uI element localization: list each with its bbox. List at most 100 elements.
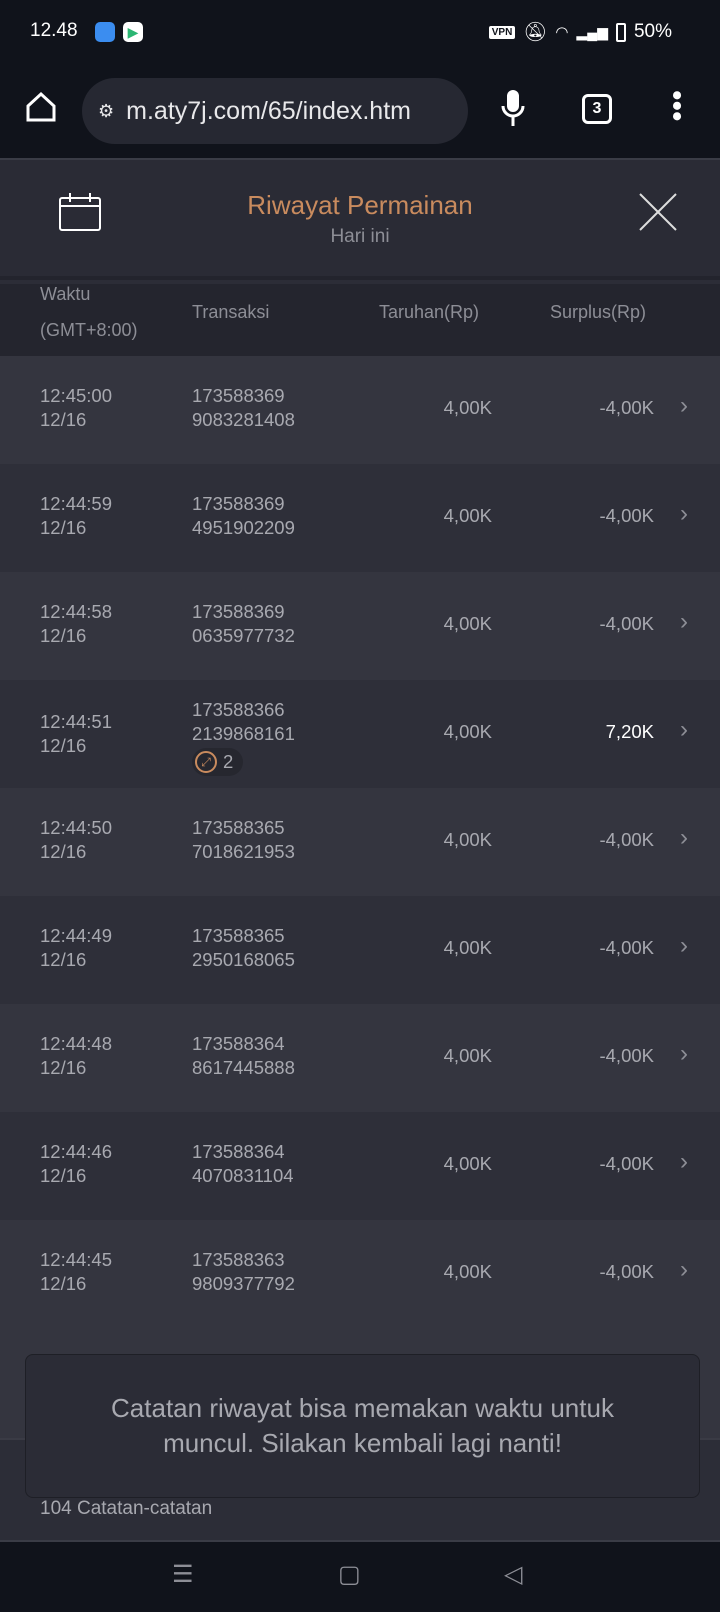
microphone-icon[interactable] bbox=[500, 88, 526, 133]
chevron-right-icon[interactable]: › bbox=[680, 716, 688, 743]
row-time: 12:44:45 12/16 bbox=[40, 1248, 112, 1296]
transaction-id-part2: 4951902209 bbox=[192, 517, 295, 538]
transaction-id-part2: 2950168065 bbox=[192, 949, 295, 970]
row-surplus: -4,00K bbox=[599, 1045, 654, 1066]
transaction-id-part2: 9083281408 bbox=[192, 409, 295, 430]
transaction-id-part2: 9809377792 bbox=[192, 1273, 295, 1294]
col-time-zone: (GMT+8:00) bbox=[40, 320, 138, 340]
table-row[interactable]: 12:44:50 12/16 173588365 7018621953 4,00K … bbox=[0, 788, 720, 896]
time-value: 12:44:48 bbox=[40, 1033, 113, 1054]
back-button[interactable]: ◁ bbox=[504, 1561, 523, 1588]
time-value: 12:44:49 bbox=[40, 925, 113, 946]
transaction-id-part1: 173588365 bbox=[192, 817, 285, 838]
chevron-right-icon[interactable]: › bbox=[680, 824, 688, 851]
transaction-id-part1: 173588366 bbox=[192, 699, 285, 720]
more-options-icon[interactable]: ••• bbox=[660, 90, 693, 122]
home-icon[interactable] bbox=[24, 90, 58, 129]
row-transaction: 173588364 8617445888 bbox=[192, 1032, 295, 1080]
table-row[interactable]: 12:44:51 12/16 173588366 2139868161 ⤢ 2 4,0… bbox=[0, 680, 720, 788]
transaction-id-part1: 173588363 bbox=[192, 1249, 285, 1270]
row-surplus: -4,00K bbox=[599, 505, 654, 526]
row-time: 12:44:59 12/16 bbox=[40, 492, 112, 540]
date-value: 12/16 bbox=[40, 409, 87, 430]
date-value: 12/16 bbox=[40, 1165, 87, 1186]
battery-icon bbox=[615, 22, 626, 42]
transaction-id-part1: 173588364 bbox=[192, 1033, 285, 1054]
col-surplus: Surplus(Rp) bbox=[550, 302, 647, 322]
status-bar: 12.48 ▶ VPN 🔕︎ ◠ ▂▄▆ 50% bbox=[0, 0, 720, 62]
date-filter-label[interactable]: Hari ini bbox=[330, 226, 390, 247]
record-count: 104 Catatan-catatan bbox=[40, 1498, 213, 1519]
browser-toolbar: ⚙︎ m.aty7j.com/65/index.htm 3 ••• bbox=[0, 62, 720, 160]
time-value: 12:44:46 bbox=[40, 1141, 113, 1162]
row-bet: 4,00K bbox=[443, 937, 492, 958]
date-value: 12/16 bbox=[40, 1057, 87, 1078]
row-transaction: 173588369 4951902209 bbox=[192, 492, 295, 540]
time-value: 12:44:50 bbox=[40, 817, 113, 838]
transaction-id-part2: 4070831104 bbox=[192, 1165, 294, 1186]
chevron-right-icon[interactable]: › bbox=[680, 1040, 688, 1067]
row-surplus: -4,00K bbox=[599, 1261, 654, 1282]
status-time: 12.48 bbox=[30, 20, 78, 41]
table-row[interactable]: 12:44:59 12/16 173588369 4951902209 4,00K … bbox=[0, 464, 720, 572]
chevron-right-icon[interactable]: › bbox=[680, 392, 688, 419]
chevron-right-icon[interactable]: › bbox=[680, 1256, 688, 1283]
row-surplus: -4,00K bbox=[599, 613, 654, 634]
battery-level: 50% bbox=[633, 21, 672, 42]
transaction-id-part2: 8617445888 bbox=[192, 1057, 295, 1078]
chevron-right-icon[interactable]: › bbox=[680, 932, 688, 959]
home-button[interactable]: ▢ bbox=[338, 1561, 361, 1588]
transaction-id-part2: 2139868161 bbox=[192, 723, 295, 744]
table-row[interactable]: 12:44:49 12/16 173588365 2950168065 4,00K … bbox=[0, 896, 720, 1004]
tab-switcher-button[interactable]: 3 bbox=[582, 94, 612, 124]
date-value: 12/16 bbox=[40, 517, 87, 538]
modal-header: Riwayat Permainan Hari ini bbox=[0, 160, 720, 280]
transaction-id-part2: 7018621953 bbox=[192, 841, 295, 862]
calendar-icon[interactable] bbox=[58, 190, 102, 239]
time-value: 12:44:45 bbox=[40, 1249, 113, 1270]
free-spin-badge: ⤢ 2 bbox=[192, 748, 244, 776]
date-value: 12/16 bbox=[40, 841, 87, 862]
row-time: 12:44:48 12/16 bbox=[40, 1032, 112, 1080]
close-icon[interactable] bbox=[638, 192, 678, 237]
table-row[interactable]: 12:44:58 12/16 173588369 0635977732 4,00K … bbox=[0, 572, 720, 680]
chevron-right-icon[interactable]: › bbox=[680, 1148, 688, 1175]
table-row[interactable]: 12:44:46 12/16 173588364 4070831104 4,00K … bbox=[0, 1112, 720, 1220]
transaction-id-part1: 173588369 bbox=[192, 385, 285, 406]
row-surplus: -4,00K bbox=[599, 397, 654, 418]
row-bet: 4,00K bbox=[443, 613, 492, 634]
transaction-id-part1: 173588364 bbox=[192, 1141, 285, 1162]
play-notification-icon: ▶ bbox=[123, 22, 143, 42]
time-value: 12:44:59 bbox=[40, 493, 113, 514]
chevron-right-icon[interactable]: › bbox=[680, 500, 688, 527]
row-bet: 4,00K bbox=[443, 1153, 492, 1174]
table-row[interactable]: 12:45:00 12/16 173588369 9083281408 4,00K … bbox=[0, 356, 720, 464]
mute-icon: 🔕︎ bbox=[523, 22, 548, 43]
transaction-id-part1: 173588369 bbox=[192, 601, 285, 622]
row-time: 12:44:49 12/16 bbox=[40, 924, 112, 972]
row-transaction: 173588369 0635977732 bbox=[192, 600, 295, 648]
date-value: 12/16 bbox=[40, 625, 87, 646]
row-transaction: 173588365 2950168065 bbox=[192, 924, 295, 972]
chevron-right-icon[interactable]: › bbox=[680, 608, 688, 635]
url-text: m.aty7j.com/65/index.htm bbox=[126, 96, 411, 125]
col-bet: Taruhan(Rp) bbox=[379, 302, 480, 322]
row-bet: 4,00K bbox=[443, 1045, 492, 1066]
free-spin-icon: ⤢ bbox=[195, 751, 217, 773]
row-transaction: 173588363 9809377792 bbox=[192, 1248, 295, 1296]
row-bet: 4,00K bbox=[443, 829, 492, 850]
row-time: 12:45:00 12/16 bbox=[40, 384, 112, 432]
row-bet: 4,00K bbox=[443, 505, 492, 526]
row-time: 12:44:50 12/16 bbox=[40, 816, 112, 864]
row-transaction: 173588365 7018621953 bbox=[192, 816, 295, 864]
app-notification-icon bbox=[95, 22, 115, 42]
site-settings-icon[interactable]: ⚙︎ bbox=[98, 100, 115, 121]
row-time: 12:44:46 12/16 bbox=[40, 1140, 112, 1188]
recent-apps-button[interactable]: ☰ bbox=[172, 1561, 194, 1588]
table-row[interactable]: 12:44:48 12/16 173588364 8617445888 4,00K … bbox=[0, 1004, 720, 1112]
address-bar[interactable]: ⚙︎ m.aty7j.com/65/index.htm bbox=[82, 78, 468, 144]
time-value: 12:44:58 bbox=[40, 601, 113, 622]
date-value: 12/16 bbox=[40, 1273, 87, 1294]
row-time: 12:44:51 12/16 bbox=[40, 710, 112, 758]
table-row[interactable]: 12:44:45 12/16 173588363 9809377792 4,00K … bbox=[0, 1220, 720, 1328]
